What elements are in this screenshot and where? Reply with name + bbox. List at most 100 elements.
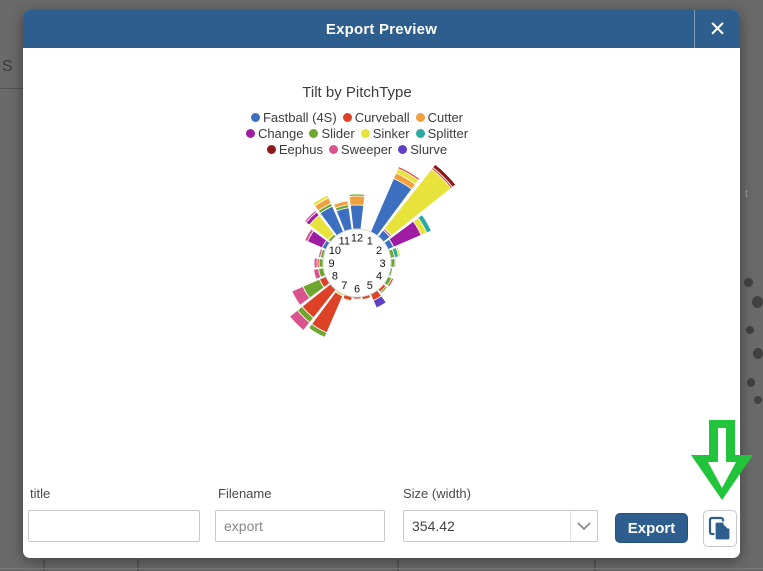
chart-wedge [377,229,391,243]
legend-swatch-icon [250,113,260,122]
chart-wedge [327,233,337,243]
chart-wedge [321,239,331,251]
close-icon: ✕ [708,17,727,41]
chart-wedge [306,230,328,249]
chart-wedge [308,323,328,338]
chart-wedge [318,275,331,289]
legend-item: Sinker [360,126,410,141]
legend-row: Fastball (4S) Curveball Cutter [248,110,466,125]
filename-field-label: Filename [218,486,272,501]
legend-label: Change [257,126,304,141]
legend-label: Sinker [372,126,410,141]
chart-wedge [395,246,401,258]
background-table-line [137,559,139,571]
background-blob [752,296,763,308]
chart-wedge [301,283,337,319]
chart-wedge [382,227,393,238]
copy-button[interactable] [703,510,737,547]
clock-number: 1 [367,236,373,248]
chart-wedge [314,197,332,212]
chart-wedge [313,268,322,280]
chart-wedge [348,193,366,197]
background-text-fragment: S [2,58,13,75]
legend-label: Eephus [278,142,323,157]
background-table-line [397,559,399,571]
legend-label: Fastball (4S) [262,110,337,125]
size-field-label: Size (width) [403,486,471,501]
chart-wedge [342,297,352,303]
chart-wedge [318,258,324,268]
chevron-down-icon[interactable] [570,511,597,541]
chart-wedge [289,309,311,331]
filename-input[interactable] [215,510,385,542]
size-value: 354.42 [412,518,455,534]
legend-swatch-icon [415,129,425,138]
legend-row: Change Slider Sinker Splitter [243,126,471,141]
legend-item: Slider [309,126,355,141]
clock-number: 4 [376,271,382,283]
chart-wedge [379,285,389,295]
clock-number: 6 [354,283,360,295]
export-button[interactable]: Export [615,513,688,543]
title-field-label: title [30,486,51,501]
chart-wedge [383,168,452,237]
legend-item: Eephus [266,142,323,157]
chart-wedge [291,285,311,306]
chart-wedge [348,195,366,206]
chart-wedge [383,238,395,251]
legend-swatch-icon [245,129,255,138]
chart-wedge [303,209,318,224]
legend-row: Eephus Sweeper Slurve [264,142,450,157]
chart-wedge [319,248,326,259]
background-table-line [594,559,596,571]
chart-wedge [352,296,362,300]
legend-item: Cutter [415,110,463,125]
chart-wedge [342,294,353,302]
chart-wedge [361,294,372,301]
modal-title: Export Preview [325,20,438,38]
clock-number: 11 [339,236,350,248]
chart-wedge [317,202,333,214]
chart-wedge [369,178,413,237]
legend-label: Sweeper [340,142,393,157]
chart-wedge [388,267,394,277]
background-table-line [43,559,45,571]
chart-wedge [395,167,419,185]
background-blob [754,396,762,404]
chart-wedge [383,275,393,287]
clock-number: 9 [328,258,334,270]
export-preview-modal: Export Preview ✕ Tilt by PitchType Fastb… [23,10,740,558]
chart-wedge [296,305,315,324]
chart-wedge [313,257,318,269]
chart-wedge [317,248,324,259]
title-input[interactable] [28,510,200,542]
clock-face [322,228,392,298]
background-blob [753,348,763,359]
size-combobox[interactable]: 354.42 [403,510,598,542]
legend-swatch-icon [415,113,425,122]
legend-item: Fastball (4S) [250,110,337,125]
background-blob [744,278,753,287]
chart-wedge [334,204,350,212]
legend-item: Change [245,126,304,141]
clock-number: 10 [329,245,341,257]
chart-wedge [319,205,345,237]
chart-wedge [302,278,325,299]
legend-item: Curveball [342,110,410,125]
chart-wedge [335,207,353,232]
legend-item: Splitter [415,126,468,141]
legend-label: Slider [321,126,355,141]
chart-wedge [304,228,315,243]
chart-wedge [349,204,365,230]
chart-wedge [430,166,454,190]
chart-wedge [377,283,387,293]
legend-label: Curveball [354,110,410,125]
background-text-fragment: t [745,188,749,200]
clock-number: 12 [351,232,363,244]
chart-wedge [393,172,416,190]
close-button[interactable]: ✕ [694,10,740,48]
clock-number: 5 [367,280,373,292]
legend-item: Slurve [398,142,447,157]
chart-wedge [333,200,349,209]
